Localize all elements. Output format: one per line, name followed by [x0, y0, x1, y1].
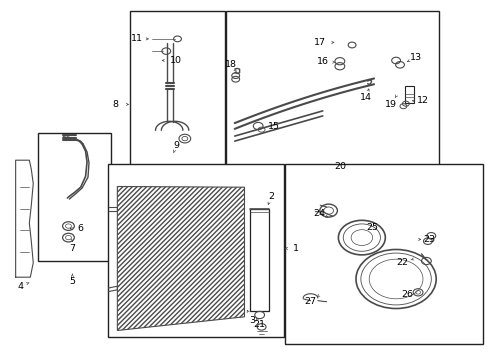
Text: 27: 27 [304, 297, 316, 306]
Text: 24: 24 [312, 209, 324, 217]
Text: 15: 15 [267, 122, 279, 131]
Text: 9: 9 [173, 141, 179, 150]
Text: 13: 13 [409, 53, 421, 62]
Text: 11: 11 [131, 34, 142, 43]
Bar [38, 133, 110, 261]
Text: 26: 26 [400, 290, 412, 299]
Text: 6: 6 [78, 224, 83, 233]
Text: 4: 4 [18, 282, 23, 291]
Bar [284, 164, 482, 344]
Bar [404, 86, 413, 103]
Text: 23: 23 [423, 235, 434, 244]
Text: 10: 10 [170, 56, 182, 65]
Bar [225, 11, 438, 167]
Text: 17: 17 [314, 38, 325, 47]
Text: 5: 5 [69, 277, 75, 286]
Bar [129, 11, 224, 167]
Text: 25: 25 [366, 223, 378, 232]
Text: 12: 12 [416, 96, 428, 105]
Text: 21: 21 [253, 320, 264, 329]
Text: 22: 22 [395, 258, 407, 267]
Text: 7: 7 [69, 244, 75, 253]
Text: 1: 1 [292, 244, 298, 253]
Bar [250, 209, 268, 311]
Text: 20: 20 [333, 162, 345, 171]
Text: 18: 18 [224, 60, 236, 69]
Text: 19: 19 [385, 100, 396, 109]
Bar [107, 164, 283, 337]
Text: 3: 3 [248, 316, 254, 325]
Text: 8: 8 [112, 100, 118, 109]
Text: 16: 16 [316, 57, 328, 66]
Text: 14: 14 [359, 93, 371, 102]
Text: 2: 2 [268, 192, 274, 201]
